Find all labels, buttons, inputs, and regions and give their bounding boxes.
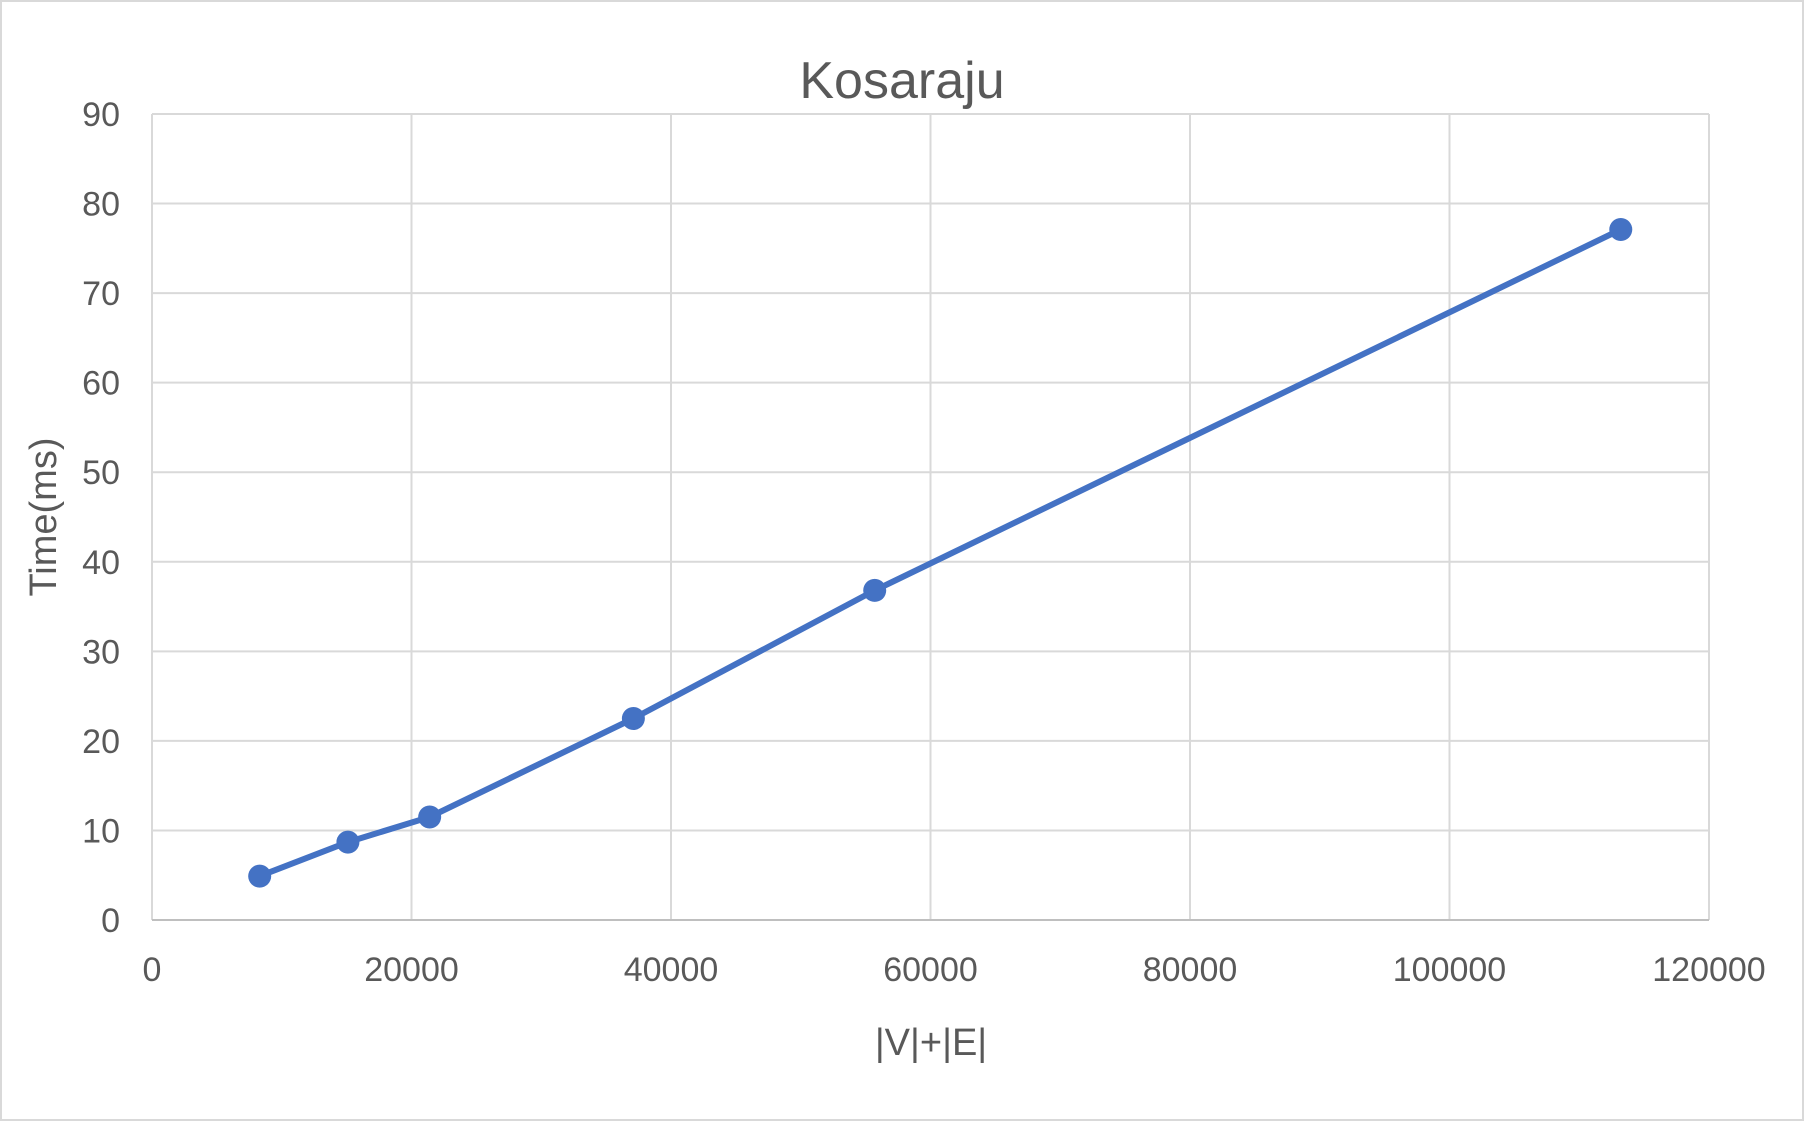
data-point	[248, 864, 272, 888]
x-tick-label: 60000	[883, 951, 978, 989]
x-tick-label: 80000	[1143, 951, 1238, 989]
grid-layer	[151, 113, 1710, 920]
x-tick-label: 40000	[624, 951, 719, 989]
tick-labels: 0 10 20 30 40 50 60 70 80 90 0 20000 40000 60000 80000…	[82, 96, 1766, 989]
y-tick-label: 80	[82, 186, 120, 224]
y-tick-label: 60	[82, 365, 120, 403]
data-point	[863, 578, 887, 602]
x-tick-label: 20000	[364, 951, 459, 989]
x-tick-label: 0	[143, 951, 162, 989]
data-point	[1609, 218, 1633, 242]
x-tick-label: 120000	[1652, 951, 1765, 989]
y-tick-label: 90	[82, 96, 120, 134]
y-tick-label: 40	[82, 544, 120, 582]
y-tick-label: 50	[82, 454, 120, 492]
y-tick-label: 30	[82, 633, 120, 671]
chart-title: Kosaraju	[799, 52, 1004, 110]
series-layer	[248, 218, 1633, 888]
data-point	[418, 805, 442, 829]
y-axis-title: Time(ms)	[23, 438, 65, 597]
x-tick-label: 100000	[1393, 951, 1506, 989]
y-tick-label: 10	[82, 812, 120, 850]
y-tick-label: 70	[82, 275, 120, 313]
series-line	[256, 226, 1624, 880]
x-axis-title: |V|+|E|	[875, 1022, 987, 1064]
data-point	[336, 830, 360, 854]
data-point	[621, 707, 645, 730]
y-tick-label: 20	[82, 723, 120, 761]
y-tick-label: 0	[101, 902, 120, 940]
